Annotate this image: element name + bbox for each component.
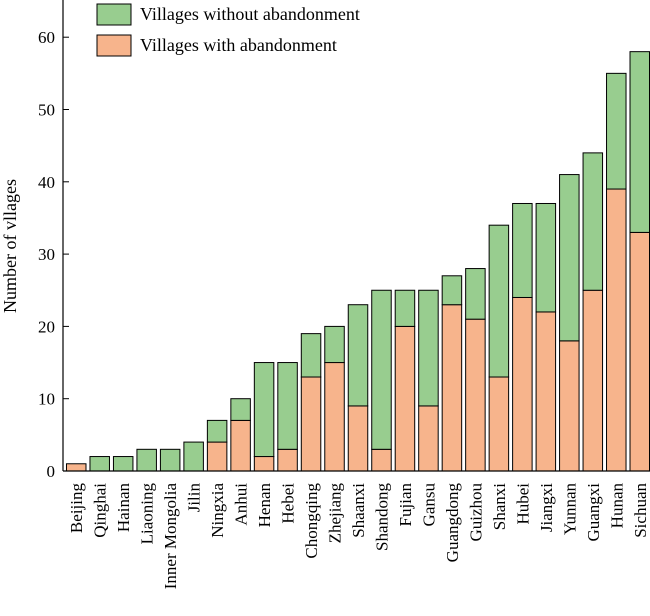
category-label: Chongqing (302, 483, 321, 559)
bar-without-abandonment (418, 289, 439, 407)
bar-without-abandonment (512, 202, 533, 298)
category-label: Hubei (513, 483, 532, 525)
bar-with-abandonment (347, 405, 369, 472)
bar-with-abandonment (371, 448, 392, 472)
y-tick-label: 30 (38, 245, 55, 264)
bar-with-abandonment (300, 376, 322, 472)
bar-without-abandonment (112, 456, 134, 472)
bar-without-abandonment (535, 202, 557, 313)
bar-with-abandonment (629, 231, 650, 472)
bar-without-abandonment (300, 333, 322, 378)
bar-with-abandonment (277, 448, 298, 472)
bar-without-abandonment (183, 441, 204, 472)
bar-with-abandonment (324, 362, 345, 472)
bar-with-abandonment (582, 289, 604, 472)
category-label: Jilin (185, 483, 204, 513)
category-label: Guizhou (466, 483, 485, 542)
bar-without-abandonment (89, 456, 110, 472)
category-label: Zhejiang (326, 483, 345, 544)
y-tick-label: 0 (47, 462, 56, 481)
bar-without-abandonment (488, 224, 510, 378)
bar-without-abandonment (559, 174, 580, 342)
y-tick-label: 10 (38, 390, 55, 409)
category-label: Liaoning (138, 483, 157, 545)
category-label: Qinghai (91, 483, 110, 538)
bar-with-abandonment (465, 318, 486, 472)
bar-without-abandonment (206, 419, 228, 443)
y-axis-ticks: 0 10 20 30 40 50 60 (38, 28, 69, 481)
category-label: Anhui (232, 483, 251, 526)
bar-without-abandonment (230, 398, 251, 421)
legend-swatch-without (96, 3, 132, 26)
bar-without-abandonment (465, 268, 486, 320)
y-tick-label: 60 (38, 28, 55, 47)
bar-without-abandonment (441, 275, 463, 306)
bar-without-abandonment (394, 289, 416, 327)
category-label: Jiangxi (537, 483, 556, 532)
bar-with-abandonment (488, 376, 510, 472)
bar-without-abandonment (136, 448, 157, 472)
bar-with-abandonment (418, 405, 439, 472)
category-label: Ningxia (208, 483, 227, 538)
category-label: Henan (255, 483, 274, 528)
category-label: Hebei (279, 483, 298, 524)
bar-with-abandonment (441, 304, 463, 472)
bar-with-abandonment (559, 340, 580, 472)
category-label: Hunan (607, 483, 626, 529)
category-label: Shanxi (490, 483, 509, 531)
bar-with-abandonment (65, 463, 87, 472)
bar-without-abandonment (606, 72, 627, 190)
category-labels: Beijing Qinghai Hainan Liaoning Inner Mongol… (67, 483, 650, 590)
y-tick-label: 50 (38, 101, 55, 120)
legend: Villages without abandonment Villages wi… (96, 3, 360, 57)
bar-with-abandonment (606, 188, 627, 472)
bar-without-abandonment (324, 325, 345, 364)
bar-without-abandonment (347, 304, 369, 407)
category-label: Beijing (67, 483, 86, 534)
bar-with-abandonment (394, 325, 416, 472)
bar-with-abandonment (535, 311, 557, 472)
bar-with-abandonment (230, 419, 251, 472)
bar-without-abandonment (253, 362, 275, 458)
legend-label-without: Villages without abandonment (140, 4, 360, 24)
y-axis-label: Number of vllages (0, 179, 20, 313)
legend-swatch-with (96, 34, 132, 57)
category-label: Inner Mongolia (161, 483, 180, 590)
bar-without-abandonment (371, 289, 392, 450)
bar-without-abandonment (277, 362, 298, 450)
y-tick-label: 40 (38, 173, 55, 192)
bar-without-abandonment (629, 51, 650, 233)
bar-without-abandonment (159, 448, 181, 472)
bar-with-abandonment (512, 296, 533, 472)
bar-with-abandonment (206, 441, 228, 472)
bar-without-abandonment (582, 152, 604, 291)
category-label: Sichuan (631, 483, 650, 538)
category-label: Gansu (419, 483, 438, 527)
category-label: Shaanxi (349, 483, 368, 538)
category-label: Hainan (114, 483, 133, 533)
bars (65, 51, 650, 472)
category-label: Fujian (396, 483, 415, 527)
category-label: Guangdong (443, 483, 462, 563)
legend-label-with: Villages with abandonment (140, 35, 337, 55)
category-label: Shandong (372, 483, 391, 552)
bar-with-abandonment (253, 456, 275, 472)
category-label: Yunnan (560, 483, 579, 535)
category-label: Guangxi (584, 483, 603, 542)
y-tick-label: 20 (38, 317, 55, 336)
